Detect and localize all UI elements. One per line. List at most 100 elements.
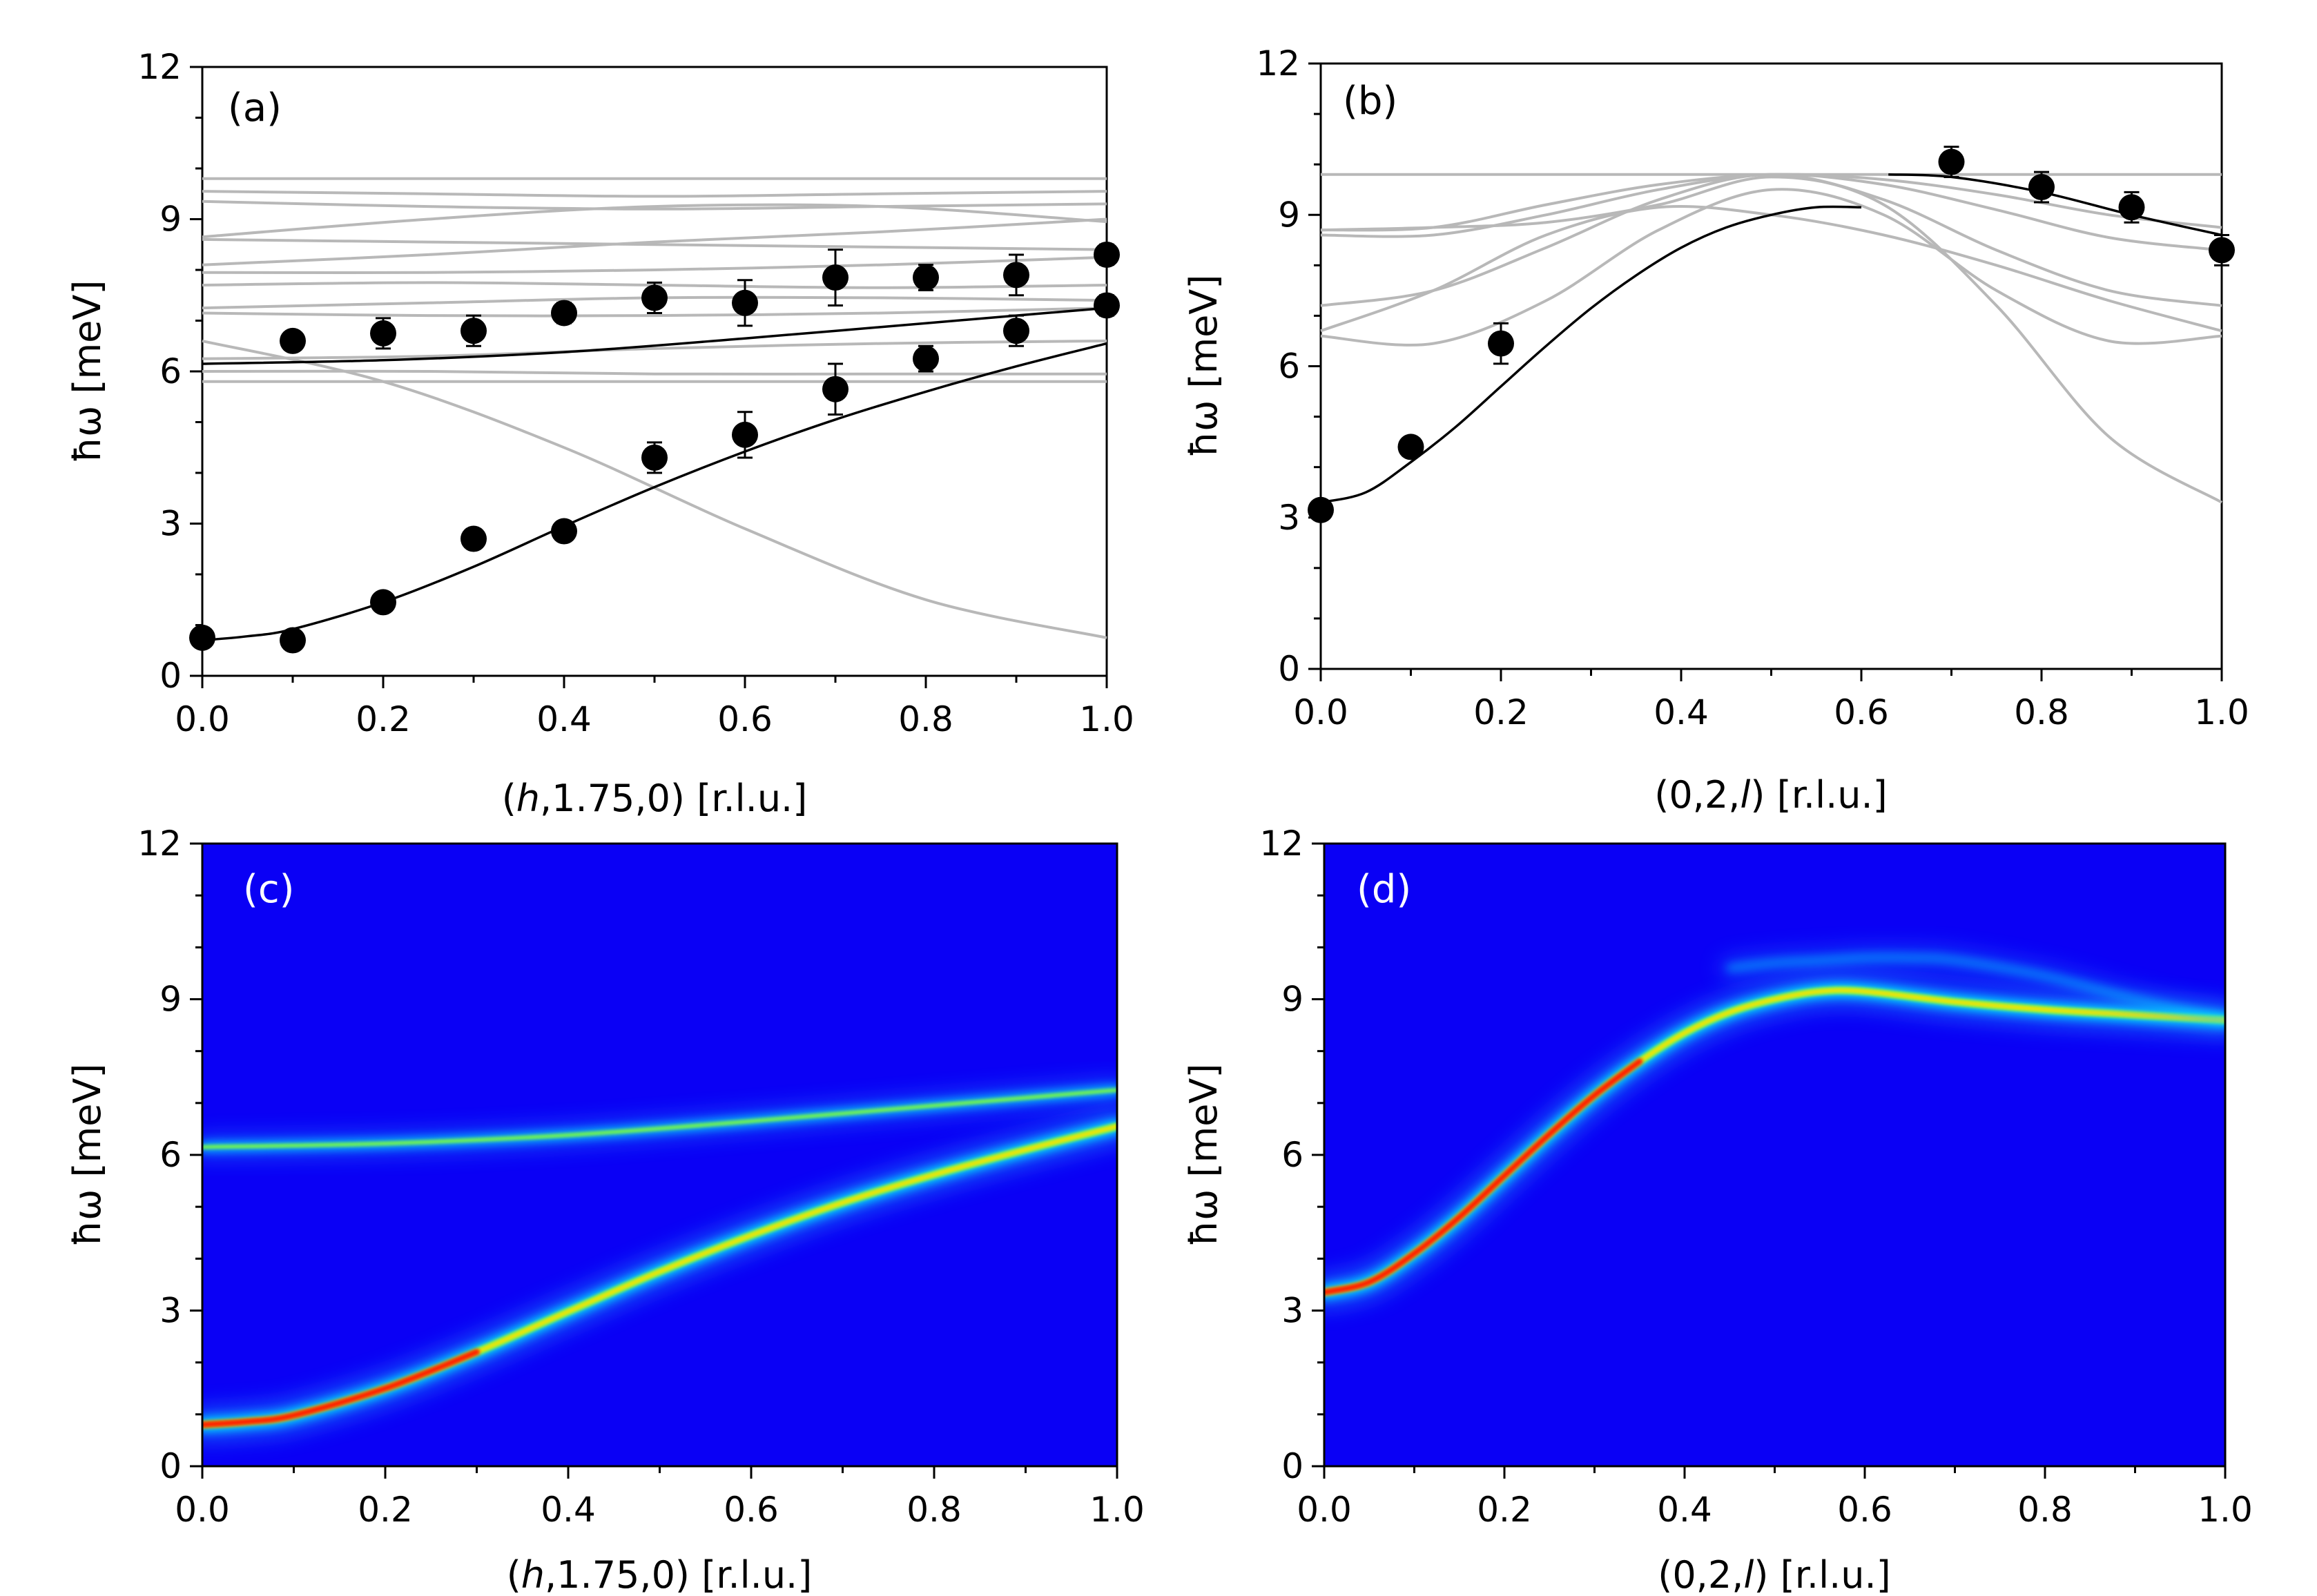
data-point	[1308, 496, 1334, 523]
x-tick-label: 0.0	[175, 699, 230, 739]
theory-gray-curve	[202, 217, 1107, 266]
panel-a-ylabel: ħω [meV]	[66, 280, 109, 463]
y-tick-label: 12	[1259, 824, 1303, 864]
x-tick-label: 0.4	[1657, 1490, 1712, 1530]
theory-gray-curve	[202, 306, 1107, 318]
data-point	[1397, 434, 1424, 460]
panel-a: 0.0 0.2 0.4 0.6 0.8 1.0 0 3 6 9 12 (a) (h,1.75,0) …	[66, 47, 1134, 820]
panel-a-theory-black-curves	[202, 306, 1107, 642]
panel-c-label: (c)	[243, 867, 294, 912]
panel-d-ylabel: ħω [meV]	[1182, 1064, 1225, 1247]
data-point	[370, 589, 396, 616]
panel-a-axis-ticks: 0.0 0.2 0.4 0.6 0.8 1.0 0 3 6 9 12	[137, 47, 1134, 739]
theory-gray-curve	[202, 255, 1107, 274]
y-tick-label: 0	[1281, 1446, 1303, 1486]
x-tick-label: 1.0	[2198, 1490, 2253, 1530]
x-tick-label: 0.8	[2017, 1490, 2073, 1530]
panel-a-theory-gray-curves	[202, 177, 1107, 639]
x-tick-label: 0.0	[1297, 1490, 1352, 1530]
branch-core	[202, 1088, 1117, 1149]
panel-a-data-points	[189, 241, 1120, 654]
data-point	[1094, 241, 1120, 268]
theory-gray-curve	[202, 200, 1107, 211]
x-tick-label: 1.0	[1079, 699, 1134, 739]
panel-b-data-points	[1308, 146, 2235, 523]
data-point	[2118, 194, 2145, 221]
y-tick-label: 6	[1278, 347, 1300, 387]
theory-gray-curve	[202, 190, 1107, 198]
theory-gray-curve	[202, 203, 1107, 239]
x-tick-label: 0.0	[175, 1490, 230, 1530]
data-point	[1003, 318, 1029, 344]
y-tick-label: 6	[159, 351, 182, 391]
y-tick-label: 0	[159, 656, 182, 696]
y-tick-label: 12	[137, 824, 182, 864]
y-tick-label: 6	[1281, 1135, 1303, 1175]
theory-gray-curve	[202, 237, 1107, 251]
data-point	[1003, 262, 1029, 289]
theory-gray-curve	[202, 339, 1107, 360]
data-point	[189, 624, 215, 651]
branch-band	[1726, 953, 2225, 1024]
data-point	[822, 264, 849, 291]
data-point	[641, 444, 668, 471]
y-tick-label: 12	[137, 47, 182, 87]
y-tick-label: 0	[1278, 649, 1300, 689]
data-point	[913, 264, 939, 291]
data-point	[280, 627, 306, 654]
y-tick-label: 12	[1256, 43, 1300, 84]
data-point	[1488, 330, 1514, 357]
y-tick-label: 9	[1278, 195, 1300, 235]
panel-b-ylabel: ħω [meV]	[1182, 275, 1225, 458]
panel-d-axis-ticks: 0.0 0.2 0.4 0.6 0.8 1.0 0 3 6 9 12	[1259, 824, 2252, 1530]
x-tick-label: 0.4	[1654, 692, 1709, 732]
theory-gray-curve	[1320, 173, 2222, 307]
y-tick-label: 3	[159, 1291, 182, 1331]
theory-gray-curve	[202, 369, 1107, 376]
panel-a-xlabel: (h,1.75,0) [r.l.u.]	[502, 777, 808, 820]
x-tick-label: 1.0	[1089, 1490, 1145, 1530]
panel-d-heatmap-branches	[1324, 946, 2225, 1309]
branch-max	[1324, 1058, 1643, 1296]
x-tick-label: 0.8	[907, 1490, 962, 1530]
x-tick-label: 0.8	[2014, 692, 2069, 732]
y-tick-label: 9	[1281, 980, 1303, 1020]
panel-b-xlabel: (0,2,l) [r.l.u.]	[1654, 773, 1887, 817]
theory-gray-curve	[202, 339, 1107, 639]
data-point	[822, 376, 849, 402]
panel-b-label: (b)	[1343, 79, 1397, 124]
panel-b-theory-gray-curves	[1320, 173, 2223, 504]
data-point	[461, 525, 487, 552]
data-point	[280, 327, 306, 354]
data-point	[732, 421, 758, 448]
y-tick-label: 9	[159, 980, 182, 1020]
data-point	[551, 518, 577, 545]
theory-black-curve	[202, 306, 1107, 365]
theory-gray-curve	[1320, 175, 2223, 504]
y-tick-label: 3	[159, 504, 182, 544]
data-point	[2028, 174, 2055, 201]
theory-black-curve	[202, 342, 1107, 642]
branch-max	[202, 1349, 480, 1428]
theory-gray-curve	[1320, 188, 2222, 347]
panel-c: 0.0 0.2 0.4 0.6 0.8 1.0 0 3 6 9 12 (c) (h,1.75,0) …	[66, 824, 1145, 1596]
data-point	[1938, 148, 1965, 175]
data-point	[1094, 292, 1120, 319]
y-tick-label: 9	[159, 200, 182, 240]
x-tick-label: 0.2	[358, 1490, 413, 1530]
x-tick-label: 0.4	[536, 699, 592, 739]
y-tick-label: 3	[1278, 498, 1300, 538]
y-tick-label: 3	[1281, 1291, 1303, 1331]
x-tick-label: 0.4	[541, 1490, 596, 1530]
panel-c-heatmap-branches	[202, 1080, 1117, 1441]
x-tick-label: 0.2	[356, 699, 411, 739]
panel-c-ylabel: ħω [meV]	[66, 1064, 109, 1247]
x-tick-label: 1.0	[2194, 692, 2249, 732]
y-tick-label: 6	[159, 1135, 182, 1175]
data-point	[370, 320, 396, 347]
x-tick-label: 0.0	[1293, 692, 1348, 732]
data-point	[641, 284, 668, 311]
data-point	[551, 300, 577, 327]
panel-d-heatmap-background	[1324, 844, 2225, 1466]
